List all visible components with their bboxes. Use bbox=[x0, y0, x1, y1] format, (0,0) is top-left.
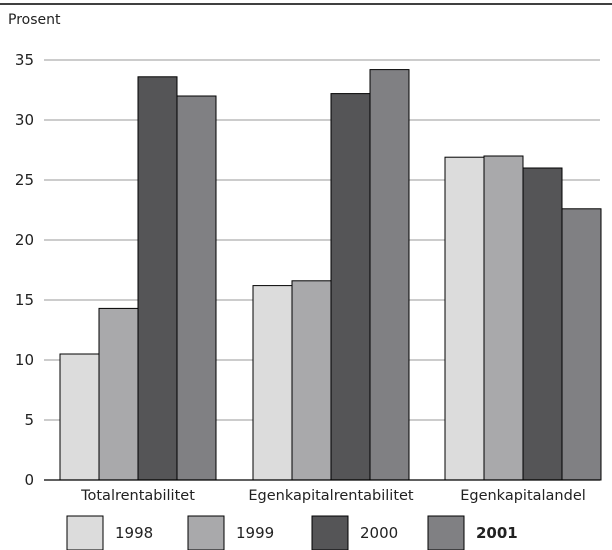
y-tick-label: 10 bbox=[15, 351, 34, 369]
y-tick-label: 35 bbox=[15, 51, 34, 69]
y-axis-ticks: 0 5 10 15 20 25 30 35 bbox=[15, 51, 34, 489]
bar-1998 bbox=[59, 353, 100, 481]
y-tick-label: 30 bbox=[15, 111, 34, 129]
bar-2001 bbox=[176, 95, 217, 481]
legend-swatch-1998 bbox=[66, 515, 104, 550]
bars bbox=[59, 69, 602, 481]
y-tick-label: 20 bbox=[15, 231, 34, 249]
legend-label-2001: 2001 bbox=[476, 524, 518, 542]
category-label: Totalrentabilitet bbox=[80, 488, 195, 504]
legend-swatch-2001 bbox=[427, 515, 465, 550]
bar-2000 bbox=[522, 167, 563, 481]
y-tick-label: 0 bbox=[24, 471, 34, 489]
legend-label-1998: 1998 bbox=[115, 524, 153, 542]
bar-2001 bbox=[561, 208, 602, 481]
category-label: Egenkapitalrentabilitet bbox=[248, 488, 414, 504]
bar-1999 bbox=[291, 280, 332, 481]
bar-1998 bbox=[444, 156, 485, 481]
y-axis-unit-label: Prosent bbox=[8, 12, 61, 28]
legend-swatch-1999 bbox=[187, 515, 225, 550]
bar-2001 bbox=[369, 69, 410, 481]
legend-label-1999: 1999 bbox=[236, 524, 274, 542]
bar-2000 bbox=[137, 76, 178, 481]
category-label: Egenkapitalandel bbox=[460, 488, 586, 504]
bar-1998 bbox=[252, 285, 293, 481]
legend-swatch-2000 bbox=[311, 515, 349, 550]
bar-2000 bbox=[330, 93, 371, 481]
y-tick-label: 15 bbox=[15, 291, 34, 309]
legend: 1998 1999 2000 2001 bbox=[66, 515, 518, 550]
legend-label-2000: 2000 bbox=[360, 524, 398, 542]
y-tick-label: 5 bbox=[24, 411, 34, 429]
y-tick-label: 25 bbox=[15, 171, 34, 189]
bar-1999 bbox=[483, 155, 524, 481]
bar-1999 bbox=[98, 307, 139, 481]
category-labels: Totalrentabilitet Egenkapitalrentabilitet… bbox=[80, 488, 586, 504]
